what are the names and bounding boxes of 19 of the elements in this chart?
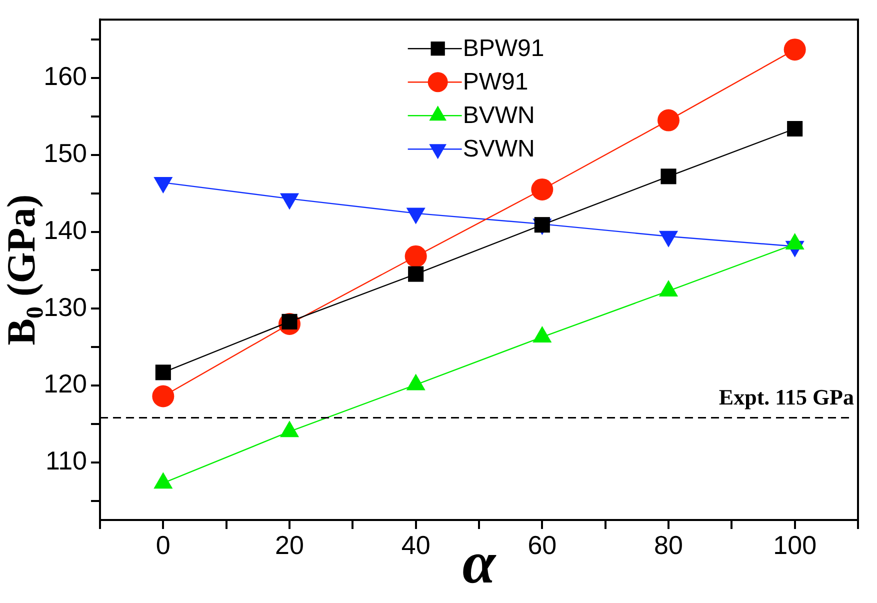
y-tick-label: 120 (44, 368, 87, 399)
legend-label: PW91 (462, 68, 528, 96)
x-tick-label: 100 (773, 530, 817, 560)
y-tick-label: 110 (46, 446, 87, 476)
y-tick-label: 140 (44, 214, 87, 245)
legend-label: BVWN (462, 102, 535, 130)
x-axis-title: α (462, 530, 496, 596)
x-tick-label: 20 (275, 530, 304, 560)
legend-label: BPW91 (462, 35, 544, 62)
legend-label: SVWN (462, 136, 535, 163)
y-axis-title: B₀ (GPa) (0, 194, 44, 346)
x-tick-label: 0 (156, 530, 170, 560)
y-tick-label: 160 (44, 61, 87, 92)
x-tick-label: 80 (654, 530, 683, 560)
ref-line-label: Expt. 115 GPa (718, 384, 854, 410)
y-tick-label: 150 (44, 138, 87, 168)
y-tick-label: 130 (44, 292, 87, 322)
x-tick-label: 60 (528, 530, 557, 560)
x-tick-label: 40 (401, 530, 430, 560)
